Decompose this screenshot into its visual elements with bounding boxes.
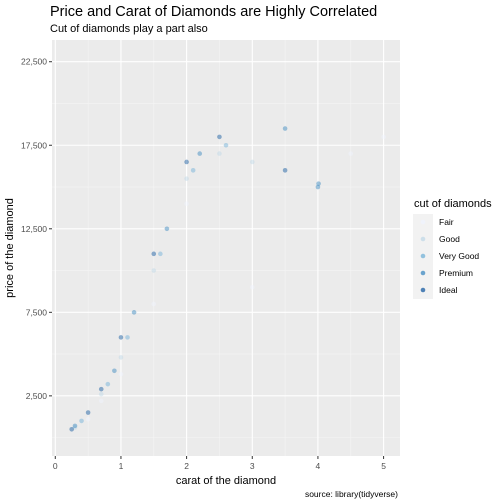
y-tick-label: 17,500 bbox=[21, 140, 47, 150]
data-points bbox=[69, 126, 386, 432]
x-axis: 0 1 2 3 4 5 bbox=[53, 456, 386, 471]
data-point bbox=[282, 168, 288, 173]
data-point bbox=[197, 151, 203, 156]
data-point bbox=[79, 418, 84, 424]
chart-subtitle: Cut of diamonds play a part also bbox=[50, 23, 208, 35]
y-axis-label: price of the diamond bbox=[4, 198, 16, 298]
x-tick-label: 5 bbox=[381, 461, 386, 471]
grid-minor bbox=[52, 40, 400, 456]
legend-key bbox=[420, 270, 426, 276]
data-point bbox=[184, 201, 189, 207]
data-point bbox=[72, 425, 78, 430]
data-point bbox=[151, 301, 157, 307]
data-point bbox=[190, 168, 196, 173]
x-tick-label: 2 bbox=[184, 461, 189, 471]
data-point bbox=[151, 251, 157, 257]
data-point bbox=[72, 423, 78, 429]
plot-panel bbox=[52, 40, 400, 456]
legend-label: Good bbox=[439, 234, 460, 244]
legend-label: Fair bbox=[439, 217, 454, 227]
data-point bbox=[118, 335, 124, 340]
data-point bbox=[105, 381, 111, 387]
data-point bbox=[184, 159, 189, 165]
data-point bbox=[118, 371, 124, 377]
x-tick-label: 0 bbox=[53, 461, 58, 471]
data-point bbox=[217, 134, 222, 140]
data-point bbox=[98, 398, 104, 404]
legend-key bbox=[420, 219, 426, 225]
chart-title: Price and Carat of Diamonds are Highly C… bbox=[50, 4, 377, 20]
data-point bbox=[381, 134, 386, 140]
legend-key bbox=[420, 236, 426, 242]
data-point bbox=[112, 368, 117, 374]
legend-label: Very Good bbox=[439, 251, 479, 261]
data-point bbox=[151, 268, 157, 273]
y-tick-label: 22,500 bbox=[21, 57, 47, 67]
y-tick-label: 7,500 bbox=[26, 307, 48, 317]
x-tick-label: 1 bbox=[119, 461, 124, 471]
data-point bbox=[164, 226, 170, 232]
data-point bbox=[184, 176, 189, 181]
data-point bbox=[125, 335, 130, 340]
legend-title: cut of diamonds bbox=[414, 198, 492, 210]
data-point bbox=[98, 391, 104, 397]
data-point bbox=[217, 151, 222, 156]
legend-key bbox=[420, 253, 426, 259]
data-point bbox=[85, 410, 91, 415]
legend-label: Premium bbox=[439, 268, 473, 278]
legend-key bbox=[420, 287, 426, 293]
data-point bbox=[282, 126, 288, 131]
grid-major bbox=[52, 40, 400, 456]
x-tick-label: 3 bbox=[250, 461, 255, 471]
data-point bbox=[158, 251, 163, 257]
x-axis-label: carat of the diamond bbox=[176, 475, 276, 487]
data-point bbox=[249, 284, 255, 290]
chart-caption: source: library(tidyverse) bbox=[305, 489, 398, 499]
data-point bbox=[348, 151, 354, 156]
data-point bbox=[316, 181, 321, 186]
data-point bbox=[98, 386, 104, 392]
x-tick-label: 4 bbox=[316, 461, 321, 471]
y-tick-label: 2,500 bbox=[26, 391, 48, 401]
data-point bbox=[315, 184, 321, 190]
data-point bbox=[249, 159, 255, 165]
data-point bbox=[118, 355, 124, 360]
legend: Fair Good Very Good Premium Ideal bbox=[413, 214, 479, 299]
data-point bbox=[131, 310, 137, 315]
y-tick-label: 12,500 bbox=[21, 224, 47, 234]
legend-label: Ideal bbox=[439, 285, 458, 295]
data-point bbox=[223, 142, 229, 148]
y-axis: 2,500 7,500 12,500 17,500 22,500 bbox=[21, 57, 52, 401]
data-point bbox=[85, 416, 91, 422]
data-point bbox=[69, 426, 74, 432]
